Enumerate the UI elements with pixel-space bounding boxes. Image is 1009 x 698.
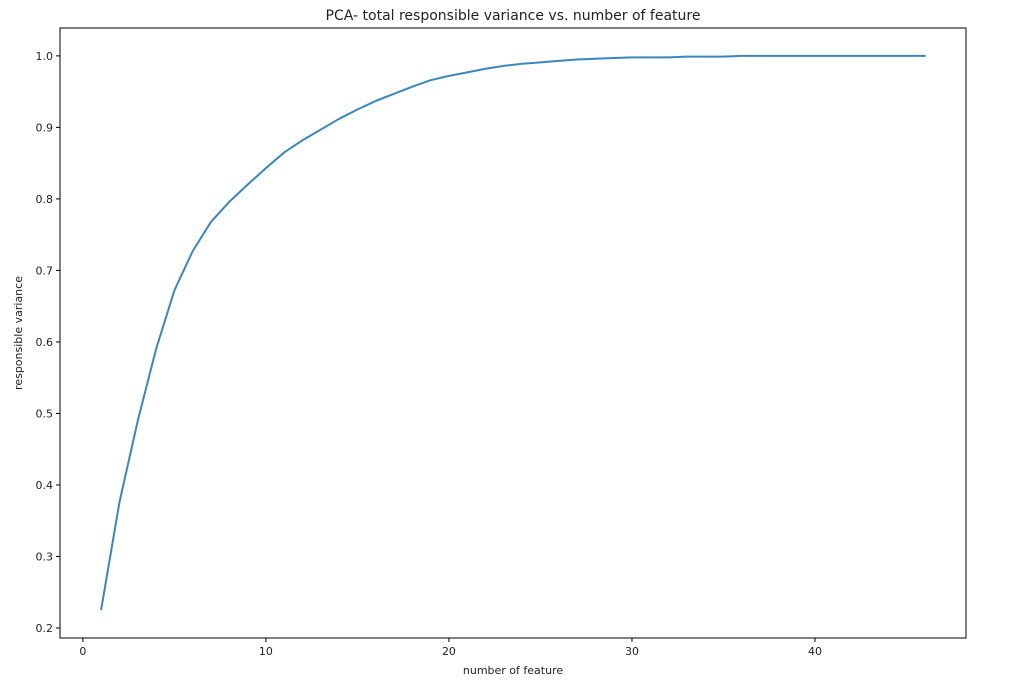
y-tick-label: 0.3 — [36, 550, 54, 563]
data-point — [649, 56, 651, 58]
data-point — [594, 58, 596, 60]
data-point — [631, 56, 633, 58]
data-point — [265, 167, 267, 169]
x-tick-label: 20 — [442, 645, 456, 658]
x-tick-label: 30 — [625, 645, 639, 658]
data-point — [759, 55, 761, 57]
data-point — [539, 61, 541, 63]
data-point — [466, 71, 468, 73]
data-point — [851, 55, 853, 57]
y-tick-label: 0.4 — [36, 479, 54, 492]
data-point — [210, 221, 212, 223]
data-point — [375, 100, 377, 102]
data-point — [613, 57, 615, 59]
data-point — [192, 250, 194, 252]
data-point — [393, 93, 395, 95]
data-point — [777, 55, 779, 57]
x-tick-label: 10 — [259, 645, 273, 658]
y-tick-label: 0.7 — [36, 264, 54, 277]
data-point — [869, 55, 871, 57]
data-point — [796, 55, 798, 57]
data-point — [832, 55, 834, 57]
data-point — [485, 68, 487, 70]
data-point — [247, 184, 249, 186]
data-point — [155, 348, 157, 350]
chart-title: PCA- total responsible variance vs. numb… — [326, 8, 701, 24]
data-point — [302, 139, 304, 141]
y-tick-label: 0.8 — [36, 193, 54, 206]
data-point — [430, 79, 432, 81]
data-point — [137, 420, 139, 422]
data-point — [283, 151, 285, 153]
data-point — [228, 201, 230, 203]
data-point — [814, 55, 816, 57]
data-point — [100, 608, 102, 610]
data-point — [338, 118, 340, 120]
x-tick-label: 0 — [79, 645, 86, 658]
plot-frame — [59, 27, 967, 639]
data-point — [704, 56, 706, 58]
series-line — [100, 54, 926, 611]
data-point — [448, 75, 450, 77]
y-tick-label: 0.6 — [36, 336, 54, 349]
data-point — [924, 55, 926, 57]
data-point — [668, 56, 670, 58]
data-point — [722, 56, 724, 58]
data-point — [906, 55, 908, 57]
data-point — [887, 55, 889, 57]
data-point — [411, 86, 413, 88]
data-point — [741, 55, 743, 57]
data-point — [558, 60, 560, 62]
data-point — [356, 109, 358, 111]
y-tick-label: 0.2 — [36, 622, 54, 635]
data-point — [521, 63, 523, 65]
y-tick-label: 1.0 — [36, 50, 54, 63]
x-tick-label: 40 — [808, 645, 822, 658]
data-point — [320, 129, 322, 131]
x-axis-label: number of feature — [463, 664, 563, 677]
data-point — [686, 56, 688, 58]
data-point — [576, 58, 578, 60]
y-tick-label: 0.9 — [36, 121, 54, 134]
data-point — [503, 65, 505, 67]
data-point — [173, 289, 175, 291]
data-point — [118, 501, 120, 503]
y-tick-label: 0.5 — [36, 407, 54, 420]
y-axis-label: responsible variance — [12, 276, 25, 390]
